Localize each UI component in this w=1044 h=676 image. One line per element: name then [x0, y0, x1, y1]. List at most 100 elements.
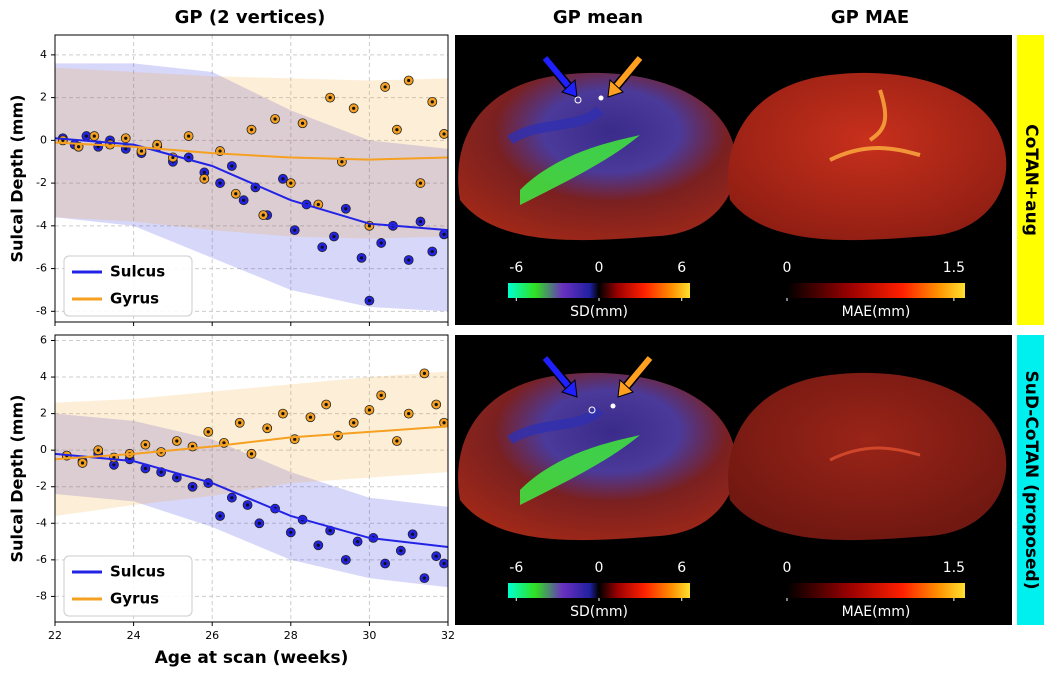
data-point-center — [324, 402, 328, 407]
colorbar-label: SD(mm) — [570, 304, 628, 320]
data-point-center — [340, 160, 344, 164]
data-point-center — [187, 134, 191, 138]
y-tick-label: -2 — [36, 176, 47, 189]
data-point-center — [96, 145, 100, 149]
y-tick-label: 2 — [40, 407, 47, 420]
row-label-bg — [1017, 335, 1044, 625]
data-point-center — [175, 475, 179, 480]
data-point-center — [379, 393, 383, 397]
colorbar — [787, 283, 965, 298]
colorbar-tick-label: 0 — [783, 560, 792, 576]
data-point-center — [316, 202, 320, 207]
colorbar — [508, 583, 690, 598]
brain-mae — [728, 72, 1007, 241]
legend: Sulcus Gyrus — [63, 255, 193, 317]
brain-mean — [458, 72, 737, 241]
data-point-center — [112, 463, 116, 467]
data-point-center — [202, 177, 206, 181]
y-tick-label: 4 — [40, 370, 47, 383]
colorbar-tick-label: 6 — [677, 560, 686, 576]
data-point-center — [442, 421, 446, 425]
data-point-center — [76, 145, 81, 149]
brain-mae — [728, 372, 1007, 541]
colorbar-tick-label: 0 — [783, 260, 792, 276]
y-axis-label: Sulcal Depth (mm) — [8, 95, 27, 263]
data-point-center — [289, 181, 293, 185]
data-point-center — [96, 448, 100, 452]
data-point-center — [143, 443, 147, 447]
data-point-center — [442, 132, 446, 136]
legend-label: Gyrus — [110, 590, 159, 608]
y-tick-label: 2 — [40, 91, 47, 104]
y-tick-label: 6 — [40, 333, 47, 346]
data-point-center — [155, 143, 159, 147]
colorbar — [787, 583, 965, 598]
axes-frame — [54, 34, 449, 323]
x-tick-label: 24 — [127, 629, 141, 642]
mean-line — [55, 425, 448, 461]
column-header: GP mean — [553, 7, 643, 28]
data-point-center — [411, 532, 415, 536]
data-point-center — [430, 100, 434, 104]
y-tick-label: -6 — [36, 262, 47, 275]
x-axis-label: Age at scan (weeks) — [155, 648, 349, 668]
data-point-center — [265, 426, 269, 430]
data-point-center — [399, 549, 403, 553]
data-point-center — [367, 408, 371, 412]
data-point-center — [190, 485, 195, 489]
data-point-center — [407, 412, 411, 416]
data-point-center — [356, 539, 360, 544]
data-point-center — [175, 439, 179, 443]
data-point-center — [273, 117, 277, 121]
plot-area — [55, 35, 448, 322]
data-point-center — [293, 228, 297, 232]
data-point-center — [159, 470, 163, 474]
data-point-center — [320, 245, 324, 249]
y-tick-label: 4 — [40, 48, 47, 61]
data-point-center — [328, 96, 332, 100]
data-point-center — [316, 543, 320, 547]
data-point-center — [139, 149, 144, 153]
data-point-center — [249, 128, 254, 132]
mean-line — [55, 452, 448, 549]
data-point-center — [332, 234, 336, 239]
data-point-center — [434, 402, 438, 407]
data-point-center — [344, 558, 348, 562]
data-point-center — [218, 181, 222, 185]
data-point-center — [395, 439, 399, 443]
y-axis-label: Sulcal Depth (mm) — [8, 395, 27, 563]
arrows — [541, 55, 654, 414]
legend: Sulcus Gyrus — [63, 555, 193, 617]
data-point-center — [171, 155, 175, 160]
y-tick-label: 0 — [40, 443, 47, 456]
colorbar-tick-label: 0 — [595, 560, 604, 576]
data-point-center — [253, 185, 258, 189]
x-tick-label: 26 — [205, 629, 219, 642]
y-tick-label: -8 — [36, 589, 47, 602]
data-point-center — [124, 147, 128, 151]
colorbar-label: MAE(mm) — [842, 304, 911, 320]
x-tick-label: 32 — [441, 629, 455, 642]
colorbar-tick-label: 0 — [595, 260, 604, 276]
axes-frame — [54, 334, 449, 623]
data-point-center — [238, 421, 242, 425]
data-point-center — [187, 155, 191, 160]
y-tick-label: -4 — [36, 219, 47, 232]
data-point-center — [249, 452, 254, 456]
colorbar-tick-label: 6 — [677, 260, 686, 276]
data-point-center — [367, 224, 371, 228]
confidence-band — [55, 371, 448, 516]
data-point-center — [418, 181, 423, 185]
data-point-center — [383, 561, 387, 566]
data-point-center — [407, 78, 411, 83]
data-point-center — [218, 149, 222, 153]
data-point-center — [80, 461, 85, 465]
data-point-center — [222, 441, 226, 445]
data-point-center — [124, 136, 128, 140]
data-point-center — [430, 249, 434, 254]
data-point-center — [218, 514, 222, 518]
legend-label: Sulcus — [110, 263, 165, 281]
data-point-center — [84, 134, 89, 138]
